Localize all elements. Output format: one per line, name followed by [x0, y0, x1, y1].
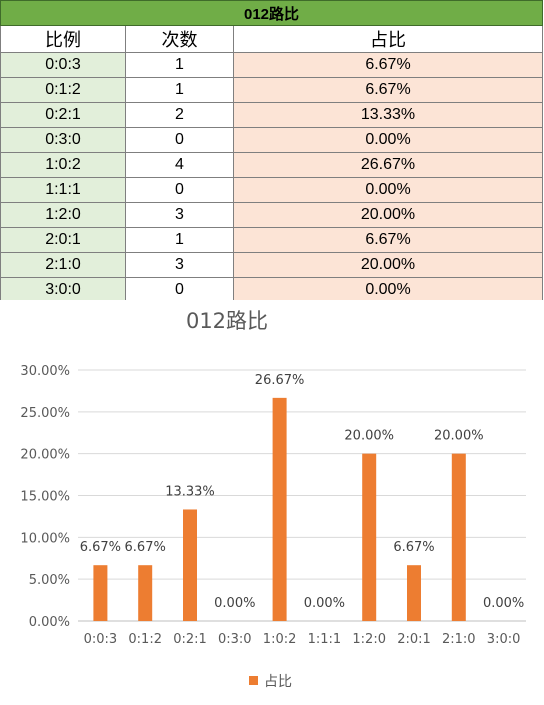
bar [362, 453, 377, 621]
percent-cell[interactable]: 6.67% [232, 52, 544, 78]
bar [407, 565, 421, 621]
y-tick-label: 5.00% [29, 573, 70, 588]
header-percent[interactable]: 占比 [232, 25, 544, 53]
data-label: 6.67% [393, 540, 434, 555]
percent-cell[interactable]: 0.00% [232, 277, 544, 303]
legend-label: 占比 [264, 674, 292, 690]
x-tick-label: 0:1:2 [128, 632, 162, 647]
count-cell[interactable]: 1 [125, 52, 234, 78]
data-label: 6.67% [80, 540, 121, 555]
ratio-cell[interactable]: 0:1:2 [0, 77, 126, 103]
x-tick-label: 2:1:0 [442, 632, 476, 647]
bar-chart: 012路比 0.00% 5.00% 10.00% 15.00% 20.00% 25.00% 3… [20, 309, 526, 690]
percent-cell[interactable]: 0.00% [232, 177, 544, 203]
ratio-cell[interactable]: 0:0:3 [0, 52, 126, 78]
data-label: 0.00% [483, 596, 524, 611]
x-tick-label: 3:0:0 [487, 632, 521, 647]
count-cell[interactable]: 0 [125, 127, 234, 153]
ratio-cell[interactable]: 2:0:1 [0, 227, 126, 253]
table-row: 0:2:1 2 13.33% [0, 102, 544, 128]
count-cell[interactable]: 2 [125, 102, 234, 128]
legend-swatch [249, 676, 258, 685]
x-tick-label: 0:2:1 [173, 632, 207, 647]
percent-cell[interactable]: 0.00% [232, 127, 544, 153]
count-cell[interactable]: 3 [125, 252, 234, 278]
y-tick-label: 20.00% [20, 448, 70, 463]
count-cell[interactable]: 0 [125, 277, 234, 303]
table-title[interactable]: 012路比 [0, 0, 544, 26]
table-row: 1:2:0 3 20.00% [0, 202, 544, 228]
table-row: 3:0:0 0 0.00% [0, 277, 544, 303]
table-row: 2:1:0 3 20.00% [0, 252, 544, 278]
table-row: 1:0:2 4 26.67% [0, 152, 544, 178]
data-label: 0.00% [304, 596, 345, 611]
data-label: 26.67% [255, 373, 305, 388]
percent-cell[interactable]: 20.00% [232, 252, 544, 278]
y-tick-label: 0.00% [29, 615, 70, 630]
data-table: 012路比 比例 次数 占比 0:0:3 1 6.67% 0:1:2 1 6.67% 0:2… [0, 0, 544, 303]
data-label: 6.67% [125, 540, 166, 555]
data-label: 0.00% [214, 596, 255, 611]
percent-cell[interactable]: 26.67% [232, 152, 544, 178]
bar [451, 453, 466, 621]
data-label: 13.33% [165, 484, 215, 499]
count-cell[interactable]: 1 [125, 77, 234, 103]
chart-area[interactable]: 012路比 0.00% 5.00% 10.00% 15.00% 20.00% 25.00% 3… [0, 300, 544, 705]
ratio-cell[interactable]: 0:3:0 [0, 127, 126, 153]
table-row: 0:1:2 1 6.67% [0, 77, 544, 103]
y-tick-label: 25.00% [20, 406, 70, 421]
x-tick-label: 2:0:1 [397, 632, 431, 647]
bar [272, 397, 287, 621]
percent-cell[interactable]: 13.33% [232, 102, 544, 128]
table-row: 0:0:3 1 6.67% [0, 52, 544, 78]
bar [183, 509, 197, 621]
ratio-cell[interactable]: 3:0:0 [0, 277, 126, 303]
count-cell[interactable]: 0 [125, 177, 234, 203]
percent-cell[interactable]: 20.00% [232, 202, 544, 228]
y-tick-label: 10.00% [20, 531, 70, 546]
x-tick-label: 0:0:3 [84, 632, 118, 647]
x-tick-label: 1:0:2 [263, 632, 297, 647]
percent-cell[interactable]: 6.67% [232, 227, 544, 253]
ratio-cell[interactable]: 1:2:0 [0, 202, 126, 228]
x-tick-label: 1:2:0 [352, 632, 386, 647]
x-tick-label: 1:1:1 [308, 632, 342, 647]
y-tick-label: 15.00% [20, 490, 70, 505]
data-label: 20.00% [434, 429, 484, 444]
table-body: 0:0:3 1 6.67% 0:1:2 1 6.67% 0:2:1 2 13.33% 0:3:0 0… [0, 52, 544, 303]
ratio-cell[interactable]: 2:1:0 [0, 252, 126, 278]
table-row: 0:3:0 0 0.00% [0, 127, 544, 153]
bar [93, 565, 108, 621]
ratio-cell[interactable]: 0:2:1 [0, 102, 126, 128]
count-cell[interactable]: 1 [125, 227, 234, 253]
chart-title: 012路比 [186, 309, 268, 333]
ratio-cell[interactable]: 1:0:2 [0, 152, 126, 178]
count-cell[interactable]: 4 [125, 152, 234, 178]
header-ratio[interactable]: 比例 [0, 25, 126, 53]
table-row: 1:1:1 0 0.00% [0, 177, 544, 203]
table-row: 2:0:1 1 6.67% [0, 227, 544, 253]
percent-cell[interactable]: 6.67% [232, 77, 544, 103]
count-cell[interactable]: 3 [125, 202, 234, 228]
header-count[interactable]: 次数 [125, 25, 234, 53]
x-tick-label: 0:3:0 [218, 632, 252, 647]
y-tick-label: 30.00% [20, 364, 70, 379]
data-label: 20.00% [344, 429, 394, 444]
bar [138, 565, 153, 621]
ratio-cell[interactable]: 1:1:1 [0, 177, 126, 203]
